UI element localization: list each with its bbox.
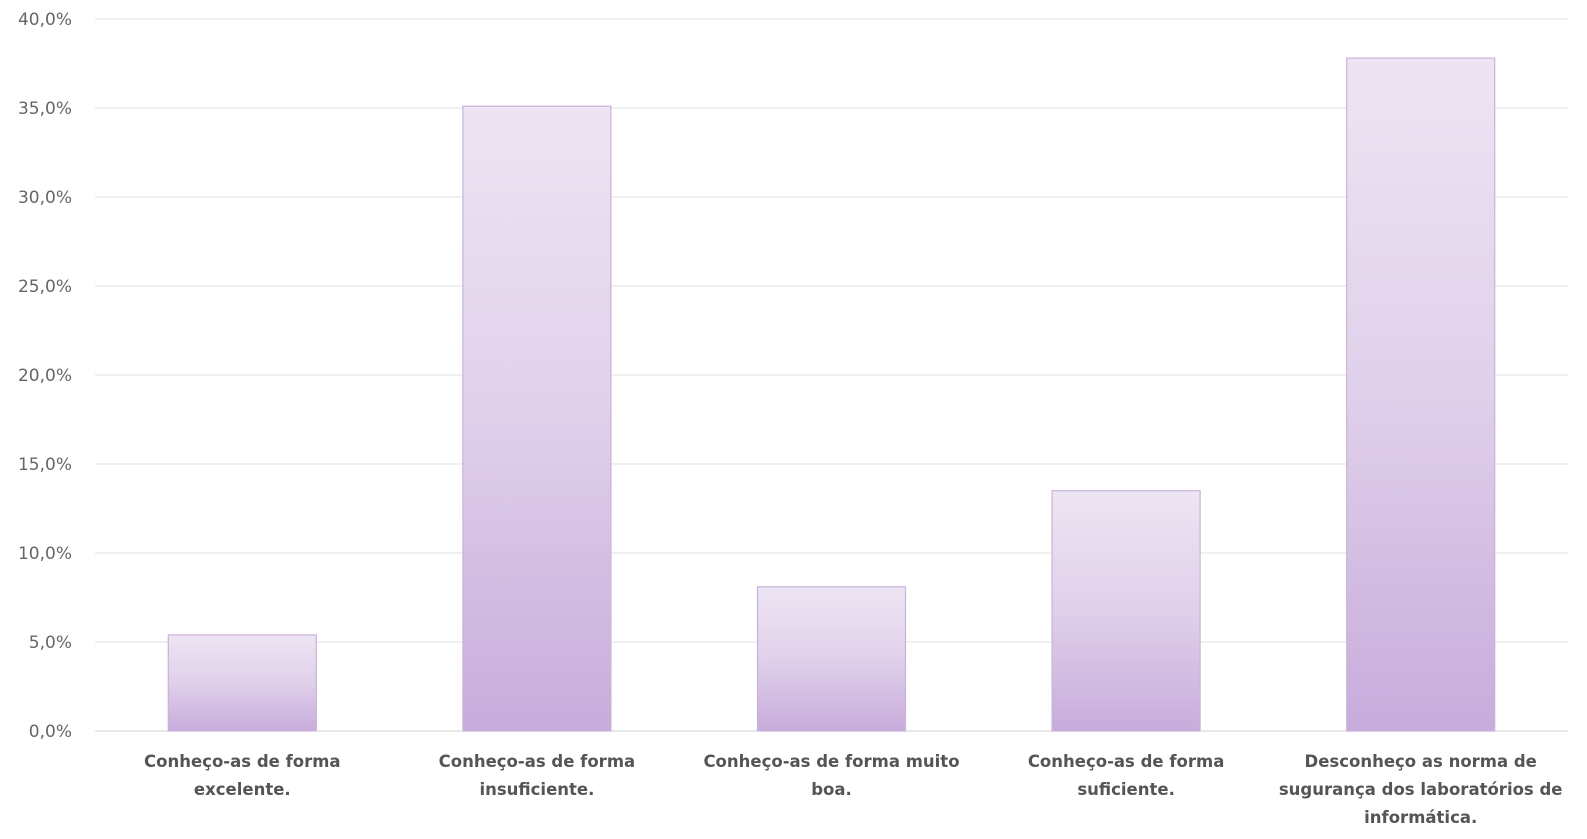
x-category-label-line: suficiente. xyxy=(1077,780,1175,799)
y-tick-label: 35,0% xyxy=(18,99,72,119)
y-tick-label: 15,0% xyxy=(18,455,72,475)
bars xyxy=(167,57,1496,732)
y-axis-tick-labels: 0,0% 5,0% 10,0% 15,0% 20,0% 25,0% 30,0% 35,0% 40… xyxy=(18,10,72,742)
x-category-label-line: Conheço-as de forma xyxy=(439,752,636,771)
x-category-label-line: Desconheço as norma de xyxy=(1305,752,1537,771)
y-tick-label: 30,0% xyxy=(18,188,72,208)
bar xyxy=(756,586,907,732)
x-category-label-line: sugurança dos laboratórios de xyxy=(1279,780,1563,799)
y-tick-label: 20,0% xyxy=(18,366,72,386)
x-category-label: Conheço-as de forma muito boa. xyxy=(703,752,959,799)
x-category-label: Conheço-as de forma suficiente. xyxy=(1028,752,1225,799)
gridlines xyxy=(95,18,1568,732)
x-category-label-line: boa. xyxy=(811,780,852,799)
bar xyxy=(1346,57,1496,732)
x-category-label: Conheço-as de forma excelente. xyxy=(144,752,341,799)
x-category-label-line: Conheço-as de forma xyxy=(144,752,341,771)
x-axis-category-labels: Conheço-as de forma excelente.Conheço-as … xyxy=(144,752,1562,827)
x-category-label-line: excelente. xyxy=(194,780,291,799)
x-category-label-line: insuficiente. xyxy=(479,780,594,799)
y-tick-label: 10,0% xyxy=(18,544,72,564)
x-category-label: Conheço-as de forma insuficiente. xyxy=(439,752,636,799)
x-category-label-line: Conheço-as de forma xyxy=(1028,752,1225,771)
y-tick-label: 40,0% xyxy=(18,10,72,30)
x-category-label-line: informática. xyxy=(1364,808,1477,827)
y-tick-label: 0,0% xyxy=(29,722,72,742)
bar xyxy=(167,634,317,732)
y-tick-label: 25,0% xyxy=(18,277,72,297)
x-category-label: Desconheço as norma de sugurança dos labo… xyxy=(1279,752,1563,827)
y-tick-label: 5,0% xyxy=(29,633,72,653)
bar xyxy=(1051,490,1201,732)
bar xyxy=(462,105,612,732)
x-category-label-line: Conheço-as de forma muito xyxy=(703,752,959,771)
